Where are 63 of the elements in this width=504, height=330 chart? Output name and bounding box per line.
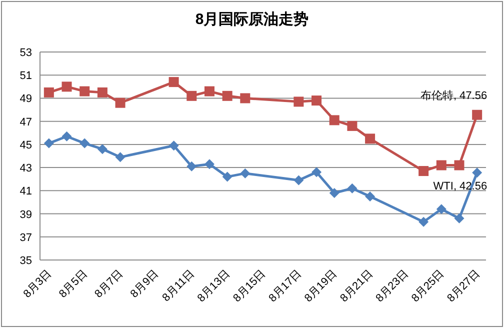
point xyxy=(365,191,376,202)
x-tick-label: 8月3日 xyxy=(21,268,54,300)
point xyxy=(312,96,322,106)
y-tick-label: 43 xyxy=(20,162,32,175)
y-tick-label: 41 xyxy=(20,186,32,198)
point xyxy=(365,134,376,144)
x-tick-label: 8月21日 xyxy=(338,268,376,305)
point xyxy=(44,138,54,148)
point xyxy=(115,98,126,108)
y-tick-label: 51 xyxy=(20,70,32,82)
y-tick-label: 35 xyxy=(20,255,32,267)
point xyxy=(222,90,232,101)
point xyxy=(472,168,482,178)
point xyxy=(168,77,179,88)
x-tick-label: 8月13日 xyxy=(195,268,232,305)
point xyxy=(62,131,72,142)
point xyxy=(222,172,232,182)
point xyxy=(44,87,54,98)
x-tick-label: 8月25日 xyxy=(410,268,447,305)
point xyxy=(294,175,304,186)
x-tick-label: 8月11日 xyxy=(160,268,197,304)
x-tick-label: 8月27日 xyxy=(445,268,482,305)
point xyxy=(204,159,214,170)
y-tick-label: 47 xyxy=(20,116,32,128)
point xyxy=(97,87,108,98)
point xyxy=(454,160,464,170)
point xyxy=(436,160,446,170)
point xyxy=(240,168,250,178)
point xyxy=(312,167,322,178)
point xyxy=(80,86,90,96)
point xyxy=(186,161,197,172)
point xyxy=(347,183,358,194)
point xyxy=(204,86,214,96)
point xyxy=(329,188,340,198)
point xyxy=(186,90,197,101)
x-tick-label: 8月9日 xyxy=(128,268,162,300)
x-tick-label: 8月7日 xyxy=(92,268,126,300)
point xyxy=(472,110,482,120)
y-tick-label: 37 xyxy=(20,232,32,244)
point xyxy=(329,115,340,126)
y-tick-label: 49 xyxy=(20,93,32,106)
point xyxy=(115,152,126,162)
y-tick-label: 45 xyxy=(20,139,32,152)
chart-title: 8月国际原油走势 xyxy=(195,11,309,28)
point xyxy=(62,82,72,92)
point xyxy=(97,144,108,154)
point xyxy=(240,93,250,104)
point xyxy=(418,166,429,176)
data-label: 布伦特, 47.56 xyxy=(420,90,488,102)
x-tick-label: 8月15日 xyxy=(231,268,268,305)
y-tick-label: 53 xyxy=(20,47,32,59)
point xyxy=(454,213,464,224)
point xyxy=(436,204,446,214)
point xyxy=(80,138,90,148)
x-tick-label: 8月5日 xyxy=(57,268,90,300)
x-tick-label: 8月19日 xyxy=(302,268,340,305)
y-tick-label: 39 xyxy=(20,208,32,221)
x-tick-label: 8月17日 xyxy=(266,268,304,305)
point xyxy=(418,216,429,227)
point xyxy=(294,96,304,107)
x-tick-label: 8月23日 xyxy=(374,268,411,305)
point xyxy=(347,120,358,131)
point xyxy=(168,140,179,151)
